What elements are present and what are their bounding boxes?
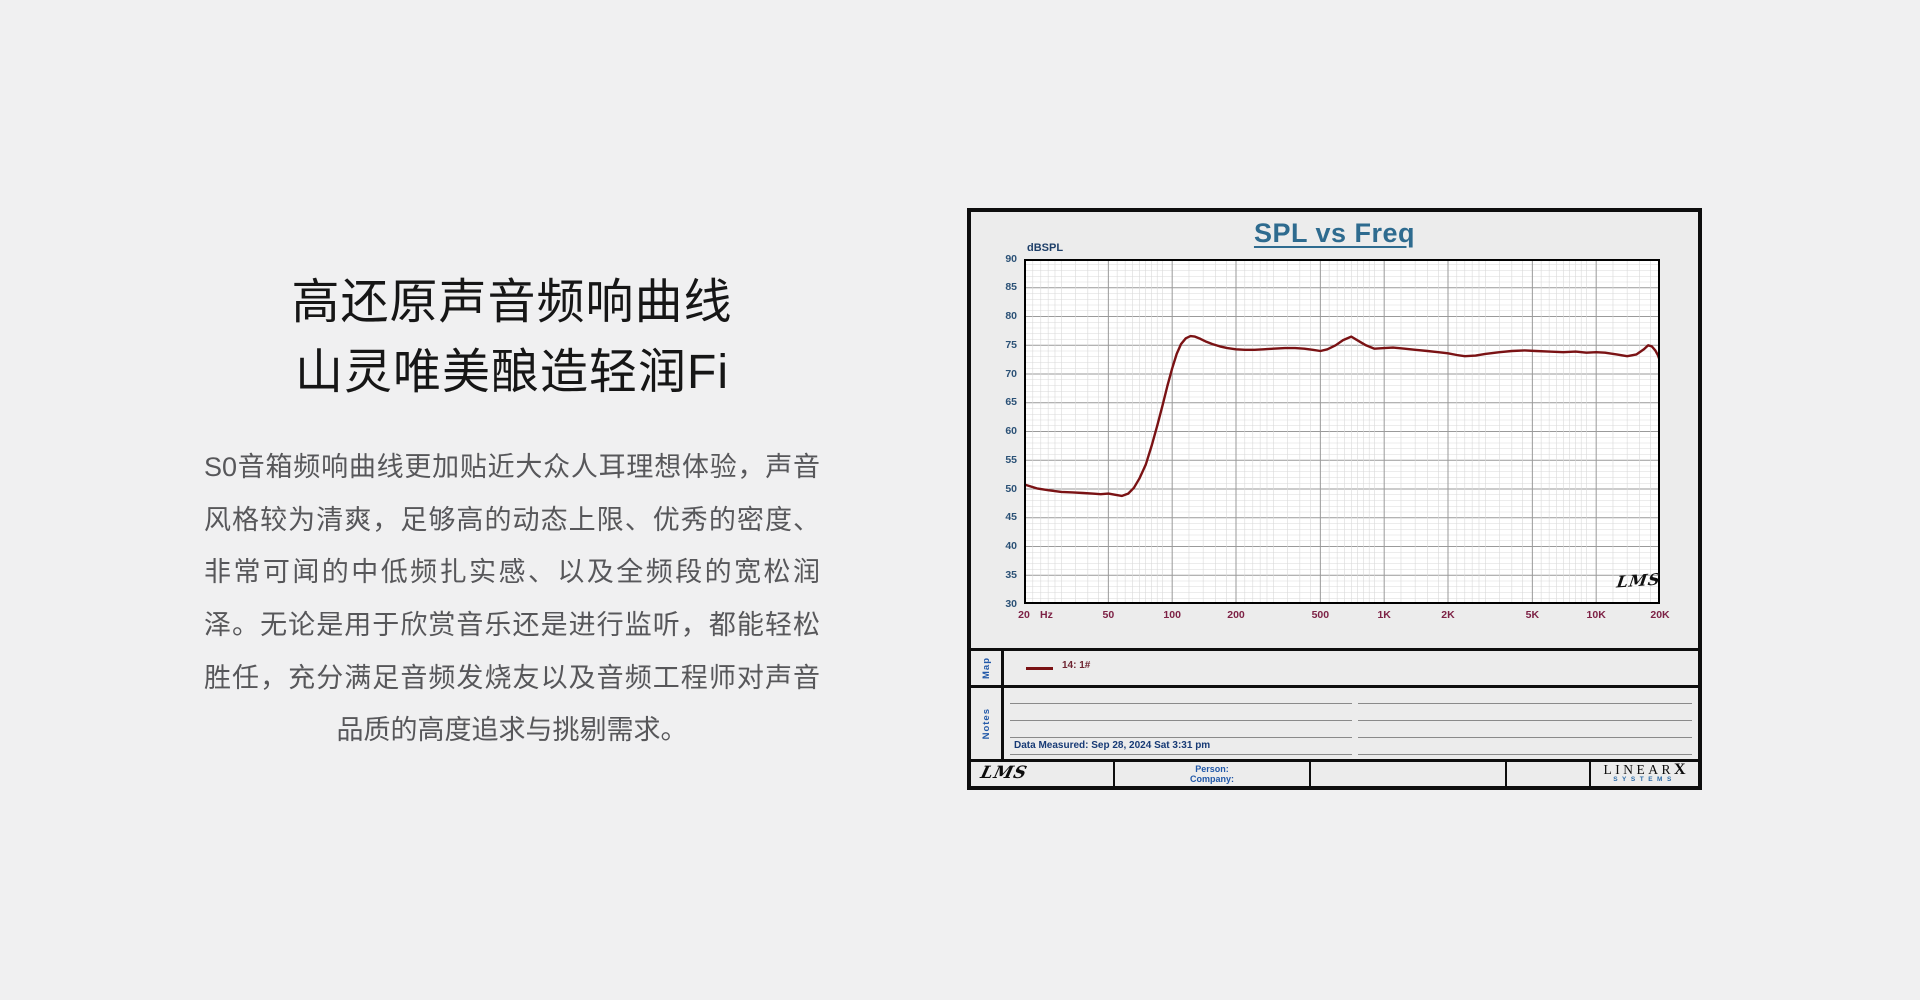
x-tick-label: 100	[1163, 609, 1181, 621]
y-tick-label: 35	[1005, 568, 1017, 581]
footer-cells: LMS Person: Company: LINEARX SYSTEMS	[971, 762, 1698, 786]
notes-label: Notes	[980, 707, 992, 740]
y-tick-label: 40	[1005, 540, 1017, 552]
x-tick-label: 20K	[1650, 609, 1670, 621]
x-tick-label: 500	[1311, 609, 1330, 621]
footer-empty-cell-2	[1507, 762, 1591, 786]
x-tick-label: 20	[1018, 609, 1030, 621]
notes-band: Notes Data Measured: Sep 28, 2024 Sat 3:…	[971, 685, 1698, 759]
notes-column-right	[1358, 688, 1692, 759]
notes-column-left: Data Measured: Sep 28, 2024 Sat 3:31 pm	[1010, 688, 1352, 759]
notes-rule-line	[1010, 737, 1352, 738]
notes-rule-line	[1010, 703, 1352, 704]
x-tick-label: 1K	[1377, 609, 1391, 621]
x-tick-label: 5K	[1525, 609, 1540, 621]
spl-measurement-panel: SPL vs Freq dBSPL 90 85 80 75 70 65 60 55 50 45 40…	[967, 208, 1702, 790]
linearx-logo-x: X	[1673, 761, 1686, 778]
notes-rule-line	[1358, 703, 1692, 704]
footer-person-company-cell: Person: Company:	[1115, 762, 1311, 786]
notes-label-cell: Notes	[971, 688, 1004, 759]
y-tick-label: 30	[1005, 597, 1017, 610]
footer-empty-cell-1	[1311, 762, 1507, 786]
notes-rule-line	[1010, 754, 1352, 755]
notes-rule-line	[1358, 754, 1692, 755]
y-tick-label: 55	[1005, 453, 1017, 466]
footer-lms-cell: LMS	[971, 762, 1115, 786]
linearx-logo: LINEARX SYSTEMS	[1591, 762, 1698, 786]
chart-area: SPL vs Freq dBSPL 90 85 80 75 70 65 60 55 50 45 40…	[971, 212, 1698, 648]
intro-section: 高还原声音频响曲线 山灵唯美酿造轻润Fi S0音箱频响曲线更加贴近大众人耳理想体…	[204, 268, 820, 757]
y-tick-label: 75	[1005, 338, 1017, 351]
company-label: Company:	[1189, 774, 1234, 784]
y-tick-label: 50	[1005, 482, 1017, 495]
intro-body-text: S0音箱频响曲线更加贴近大众人耳理想体验，声音风格较为清爽，足够高的动态上限、优…	[204, 452, 820, 746]
intro-heading: 高还原声音频响曲线 山灵唯美酿造轻润Fi	[204, 268, 820, 407]
intro-heading-line2: 山灵唯美酿造轻润Fi	[295, 345, 729, 399]
y-tick-label: 85	[1005, 281, 1017, 294]
notes-rule-line	[1358, 720, 1692, 721]
y-tick-label: 65	[1005, 396, 1017, 409]
y-tick-label: 60	[1005, 425, 1017, 437]
lms-footer-logo: LMS	[978, 763, 1030, 783]
map-band: Map 14: 1#	[971, 648, 1698, 685]
notes-rule-line	[1358, 737, 1692, 738]
y-tick-label: 90	[1005, 252, 1017, 265]
legend-line-swatch	[1026, 667, 1053, 670]
spl-plot	[1024, 259, 1660, 604]
x-tick-label: 200	[1227, 609, 1245, 621]
map-label: Map	[980, 657, 992, 679]
linearx-logo-bottom: SYSTEMS	[1613, 776, 1676, 783]
lms-plot-logo: LMS	[1615, 569, 1663, 592]
person-label: Person:	[1195, 763, 1229, 774]
footer-brand-cell: LINEARX SYSTEMS	[1591, 762, 1698, 786]
footer-band: LMS Person: Company: LINEARX SYSTEMS	[971, 759, 1698, 786]
map-label-cell: Map	[971, 651, 1004, 685]
x-axis-unit-label: Hz	[1040, 609, 1053, 621]
chart-title: SPL vs Freq	[1253, 218, 1416, 248]
x-tick-label: 10K	[1586, 609, 1606, 621]
linearx-logo-top: LINEARX	[1603, 761, 1686, 778]
legend-series-label: 14: 1#	[1062, 660, 1091, 671]
intro-heading-line1: 高还原声音频响曲线	[291, 276, 733, 329]
x-tick-label: 50	[1102, 609, 1115, 621]
notes-rule-line	[1010, 720, 1352, 721]
y-tick-label: 80	[1005, 310, 1017, 322]
notes-content: Data Measured: Sep 28, 2024 Sat 3:31 pm	[1004, 688, 1698, 759]
map-content: 14: 1#	[1004, 651, 1698, 685]
y-tick-label: 45	[1005, 511, 1017, 524]
x-tick-label: 2K	[1441, 609, 1455, 621]
y-tick-label: 70	[1005, 367, 1017, 380]
data-measured-text: Data Measured: Sep 28, 2024 Sat 3:31 pm	[1014, 740, 1211, 751]
y-axis-unit-label: dBSPL	[1027, 242, 1064, 254]
